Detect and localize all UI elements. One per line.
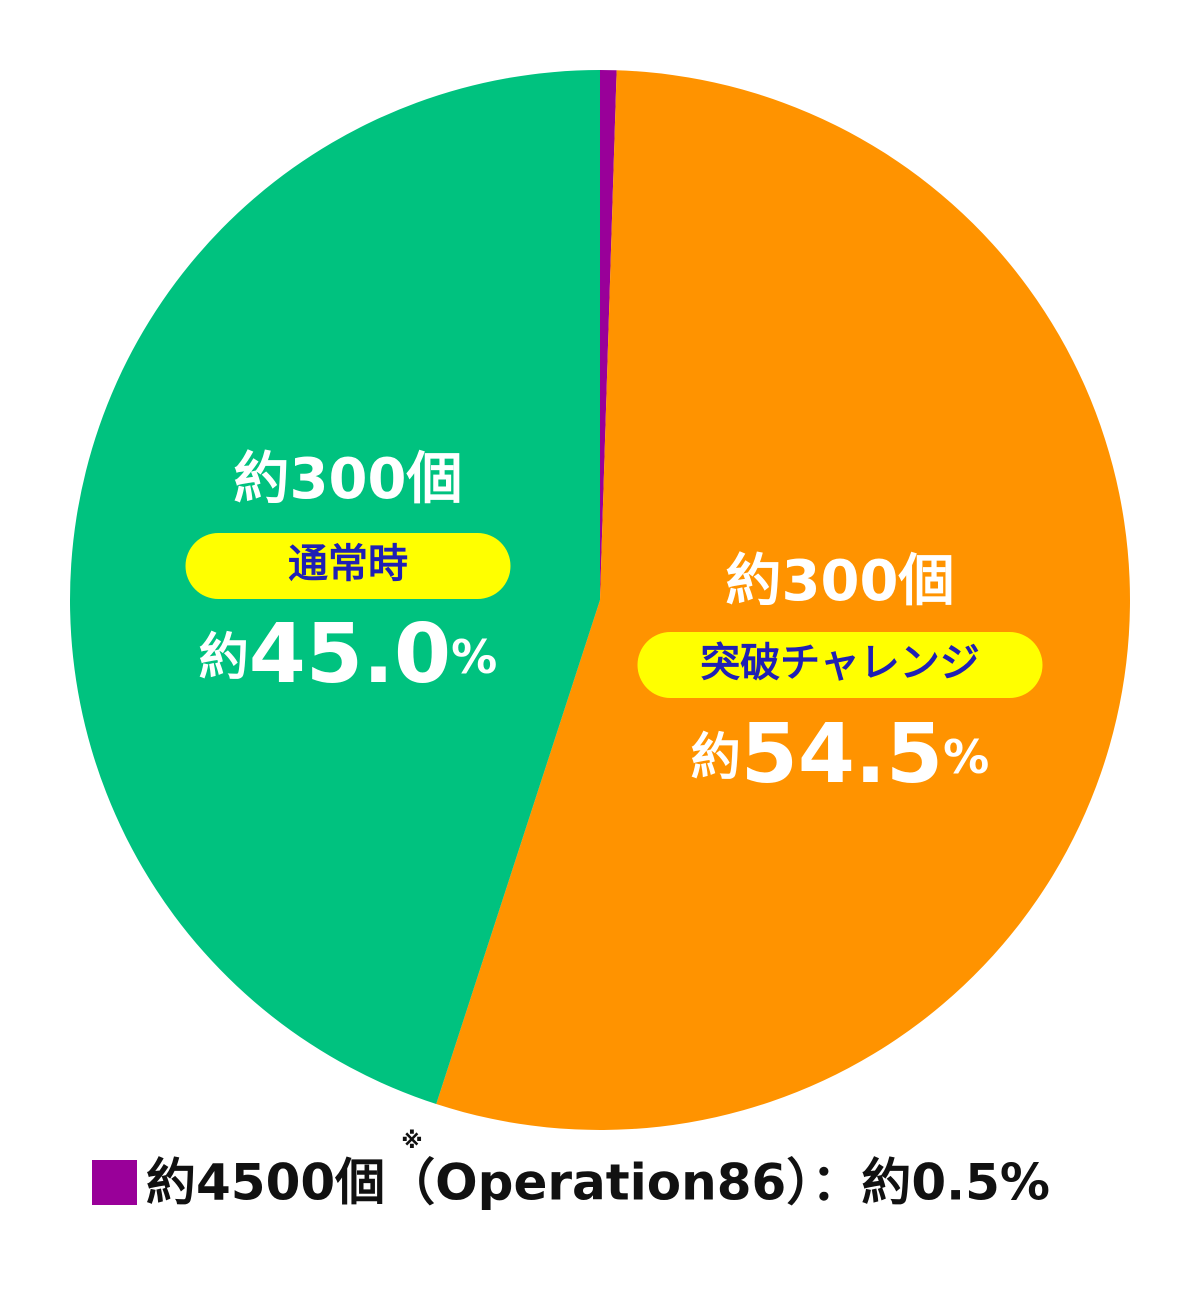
- count-label: 約300個: [234, 447, 463, 512]
- legend-label: 約4500個（Operation86）：約0.5%: [146, 1154, 1050, 1212]
- percent-label: 約45.0%: [199, 607, 497, 702]
- name-pill: [637, 632, 1043, 698]
- pie-slice: [600, 70, 617, 600]
- pie-slice: [436, 70, 1131, 1131]
- legend-swatch: [92, 1160, 137, 1205]
- name-pill: [185, 533, 511, 599]
- slice-name: 突破チャレンジ: [700, 640, 980, 686]
- legend-note: ※: [401, 1129, 422, 1154]
- percent-label: 約54.5%: [691, 707, 989, 802]
- slice-name: 通常時: [288, 541, 408, 587]
- count-label: 約300個: [726, 549, 955, 614]
